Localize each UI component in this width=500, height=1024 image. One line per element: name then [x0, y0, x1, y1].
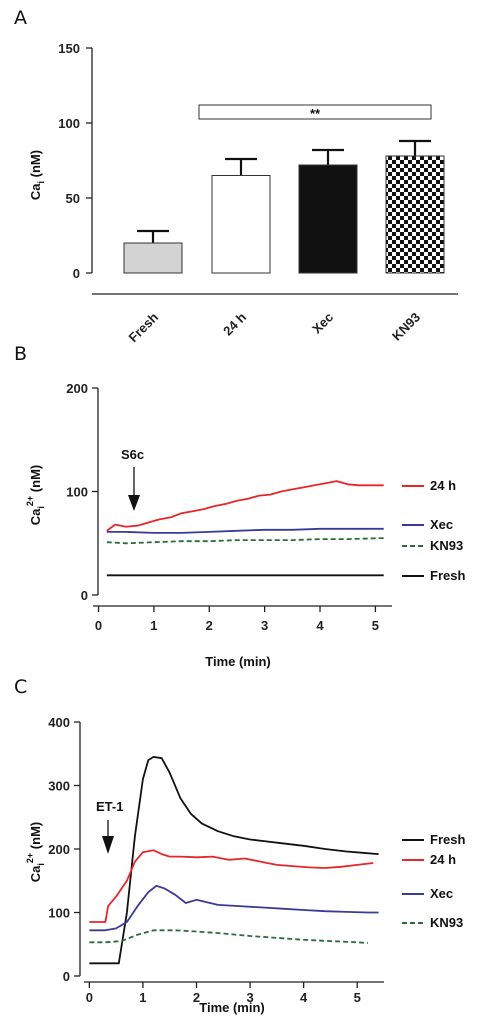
series-line	[89, 929, 368, 944]
panel-c-letter: C	[14, 676, 27, 698]
x-tick-label: 5	[372, 618, 379, 633]
legend-label: Fresh	[430, 568, 465, 583]
bar	[298, 164, 358, 274]
panel-b-y-ticks: 0 100 200	[66, 381, 98, 603]
panel-a-bars	[123, 139, 445, 274]
y-tick-label: 0	[81, 588, 88, 603]
panel-c-axes	[79, 722, 384, 983]
x-tick-label: 24 h	[220, 309, 249, 338]
x-tick-label: 5	[354, 990, 361, 1005]
y-tick-label: 0	[63, 969, 70, 984]
panel-b-x-label: Time (min)	[205, 654, 271, 669]
x-tick-label: 1	[150, 618, 157, 633]
panel-c-x-label: Time (min)	[199, 1000, 265, 1015]
panel-a-y-ticks: 0 50 100 150	[58, 41, 92, 281]
legend-label: Fresh	[430, 832, 465, 847]
legend-label: 24 h	[430, 478, 456, 493]
x-tick-label: 4	[316, 618, 324, 633]
y-tick-label: 400	[48, 715, 70, 730]
series-line	[89, 756, 379, 965]
y-tick-label: 200	[66, 381, 88, 396]
series-line	[106, 527, 384, 534]
legend-label: Xec	[430, 886, 453, 901]
y-tick-label: 300	[48, 779, 70, 794]
panel-b-letter: B	[14, 343, 27, 365]
x-tick-label: Xec	[309, 310, 336, 337]
significance-label: **	[310, 106, 321, 121]
significance-box	[198, 104, 432, 120]
x-tick-label: 3	[246, 990, 253, 1005]
x-tick-label: 0	[86, 990, 93, 1005]
series-line	[106, 480, 384, 532]
panel-c-legend: Fresh 24 h Xec KN93	[402, 832, 465, 930]
y-tick-label: 100	[66, 485, 88, 500]
x-tick-label: 2	[206, 618, 213, 633]
panel-a-axes	[91, 48, 458, 295]
bar	[211, 175, 271, 274]
panel-a-y-tick-label: 0	[73, 266, 80, 281]
panel-b-y-label: Cai2+ (nM)	[25, 465, 46, 525]
x-tick-label: 4	[300, 990, 308, 1005]
panel-a-x-tick-labels: Fresh 24 h Xec KN93	[125, 309, 423, 345]
x-tick-label: 3	[261, 618, 268, 633]
panel-b-series	[106, 480, 384, 577]
legend-label: KN93	[430, 538, 463, 553]
panel-b-legend: 24 h Xec KN93 Fresh	[402, 478, 465, 583]
series-line	[89, 884, 379, 932]
x-tick-label: 1	[139, 990, 146, 1005]
bar	[385, 155, 445, 274]
x-tick-label: 2	[193, 990, 200, 1005]
panel-a-y-label: Cai (nM)	[28, 150, 46, 200]
panel-a-y-tick-label: 50	[66, 191, 80, 206]
panel-c-x-ticks: 0 1 2 3 4 5	[86, 982, 361, 1005]
series-line	[106, 537, 384, 545]
series-line	[89, 849, 374, 923]
panel-c-arrow	[102, 820, 114, 854]
panel-b-annotation: S6c	[121, 447, 144, 462]
panel-a-letter: A	[14, 7, 27, 29]
panel-a-y-tick-label: 150	[58, 41, 80, 56]
panel-b-x-ticks: 0 1 2 3 4 5	[95, 606, 379, 633]
panel-c-annotation: ET-1	[96, 799, 123, 814]
panel-c-series	[89, 756, 379, 965]
x-tick-label: 0	[95, 618, 102, 633]
bar	[123, 242, 183, 274]
legend-label: 24 h	[430, 852, 456, 867]
y-tick-label: 100	[48, 906, 70, 921]
x-tick-label: KN93	[389, 310, 423, 344]
panel-c-y-ticks: 0 100 200 300 400	[48, 715, 80, 984]
panel-a-y-tick-label: 100	[58, 116, 80, 131]
legend-label: Xec	[430, 517, 453, 532]
panel-c-y-label: Cai2+ (nM)	[25, 822, 46, 882]
panel-b-arrow	[128, 467, 140, 511]
legend-label: KN93	[430, 915, 463, 930]
x-tick-label: Fresh	[125, 309, 161, 345]
y-tick-label: 200	[48, 842, 70, 857]
